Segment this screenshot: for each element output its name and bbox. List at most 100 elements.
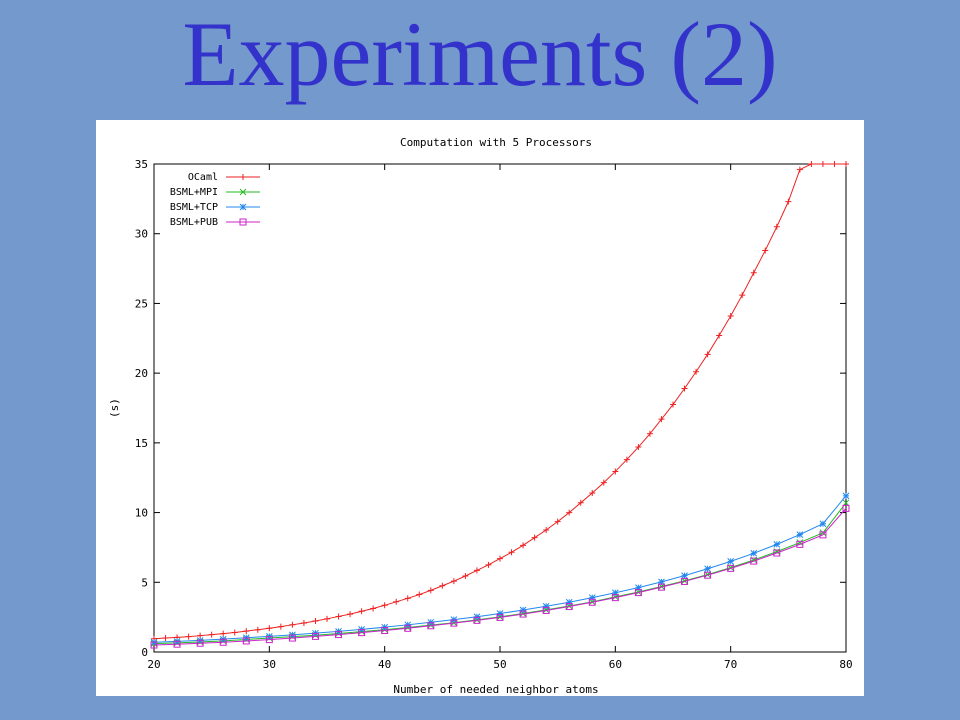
y-tick-label: 25 <box>135 297 148 310</box>
series-layer <box>150 161 850 649</box>
data-point <box>762 247 769 254</box>
data-point <box>796 531 804 538</box>
legend-marker <box>240 174 246 180</box>
data-point <box>404 595 411 602</box>
ticks-layer: 20 30 40 50 60 70 80 0 5 10 15 20 25 30 35 <box>135 158 853 671</box>
data-point <box>657 583 665 591</box>
chart-panel: Computation with 5 Processors (s) Number… <box>96 120 864 696</box>
data-point <box>750 269 757 276</box>
data-point <box>681 385 688 392</box>
data-point <box>588 594 596 601</box>
data-point <box>497 555 503 562</box>
data-point <box>196 639 204 647</box>
y-tick-label: 5 <box>141 576 148 589</box>
slide-title: Experiments (2) <box>182 3 778 105</box>
x-axis-label: Number of needed neighbor atoms <box>393 683 598 696</box>
data-point <box>727 312 734 319</box>
y-tick-label: 10 <box>135 507 148 520</box>
data-point <box>819 161 826 167</box>
series-line <box>153 163 846 640</box>
data-point <box>416 591 423 598</box>
data-point <box>324 615 330 622</box>
data-point <box>543 527 550 533</box>
data-point <box>288 634 296 642</box>
data-point <box>554 518 561 525</box>
data-point <box>311 632 319 640</box>
legend-label: BSML+TCP <box>170 202 218 213</box>
data-point <box>750 557 758 565</box>
data-point <box>565 603 573 611</box>
data-point <box>842 504 850 512</box>
data-point <box>565 598 573 606</box>
data-point <box>265 636 273 644</box>
legend-label: BSML+MPI <box>170 187 218 198</box>
data-point <box>231 629 238 636</box>
chart-svg: Computation with 5 Processors (s) Number… <box>108 136 853 696</box>
data-point <box>312 618 319 625</box>
legend: OCaml BSML+MPI BSML+TCP BSML+PUB <box>170 172 260 228</box>
data-point <box>727 564 735 572</box>
data-point <box>185 633 192 640</box>
data-point <box>634 589 642 597</box>
data-point <box>704 351 711 358</box>
data-point <box>473 616 481 624</box>
y-axis-label: (s) <box>108 398 121 418</box>
data-point <box>335 631 343 639</box>
data-point <box>773 223 780 230</box>
data-point <box>819 531 827 539</box>
data-point <box>335 613 342 620</box>
data-point <box>819 529 827 537</box>
data-point <box>773 549 781 557</box>
x-tick-label: 30 <box>263 658 276 671</box>
data-point <box>381 627 389 635</box>
data-point <box>819 520 827 528</box>
data-point <box>716 332 723 339</box>
legend-marker <box>239 218 247 226</box>
chart-title: Computation with 5 Processors <box>400 136 592 149</box>
data-point <box>277 623 284 630</box>
data-point <box>531 534 538 541</box>
data-point <box>704 565 711 573</box>
data-point <box>566 509 573 516</box>
data-point <box>450 619 458 627</box>
data-point <box>635 444 642 451</box>
data-point <box>404 624 412 632</box>
data-point <box>520 542 527 549</box>
data-point <box>519 606 527 614</box>
data-point <box>785 198 792 205</box>
x-tick-label: 40 <box>378 658 391 671</box>
data-point <box>796 539 804 546</box>
data-point <box>473 613 481 621</box>
data-point <box>243 628 250 635</box>
x-tick-label: 20 <box>147 658 160 671</box>
data-point <box>300 619 307 626</box>
data-point <box>658 578 665 586</box>
series-line <box>153 508 847 646</box>
series-bsml-pub <box>150 504 850 649</box>
legend-marker <box>239 188 247 196</box>
data-point <box>600 479 607 486</box>
data-point <box>773 541 781 548</box>
data-point <box>831 161 838 167</box>
data-point <box>370 605 377 612</box>
data-point <box>542 606 550 614</box>
data-point <box>427 622 435 630</box>
data-point <box>381 602 388 609</box>
y-tick-label: 0 <box>141 646 148 659</box>
y-tick-label: 15 <box>135 437 148 450</box>
data-point <box>485 561 492 568</box>
legend-label: BSML+PUB <box>170 217 218 228</box>
series-bsml-mpi <box>150 499 850 647</box>
data-point <box>727 558 735 565</box>
data-point <box>219 638 227 646</box>
data-point <box>427 587 434 594</box>
data-point <box>473 567 480 574</box>
data-point <box>220 630 227 637</box>
data-point <box>646 430 653 437</box>
x-tick-label: 80 <box>839 658 852 671</box>
data-point <box>347 611 354 618</box>
series-line <box>153 502 847 645</box>
data-point <box>796 540 804 548</box>
data-point <box>658 416 665 423</box>
data-point <box>670 401 676 408</box>
